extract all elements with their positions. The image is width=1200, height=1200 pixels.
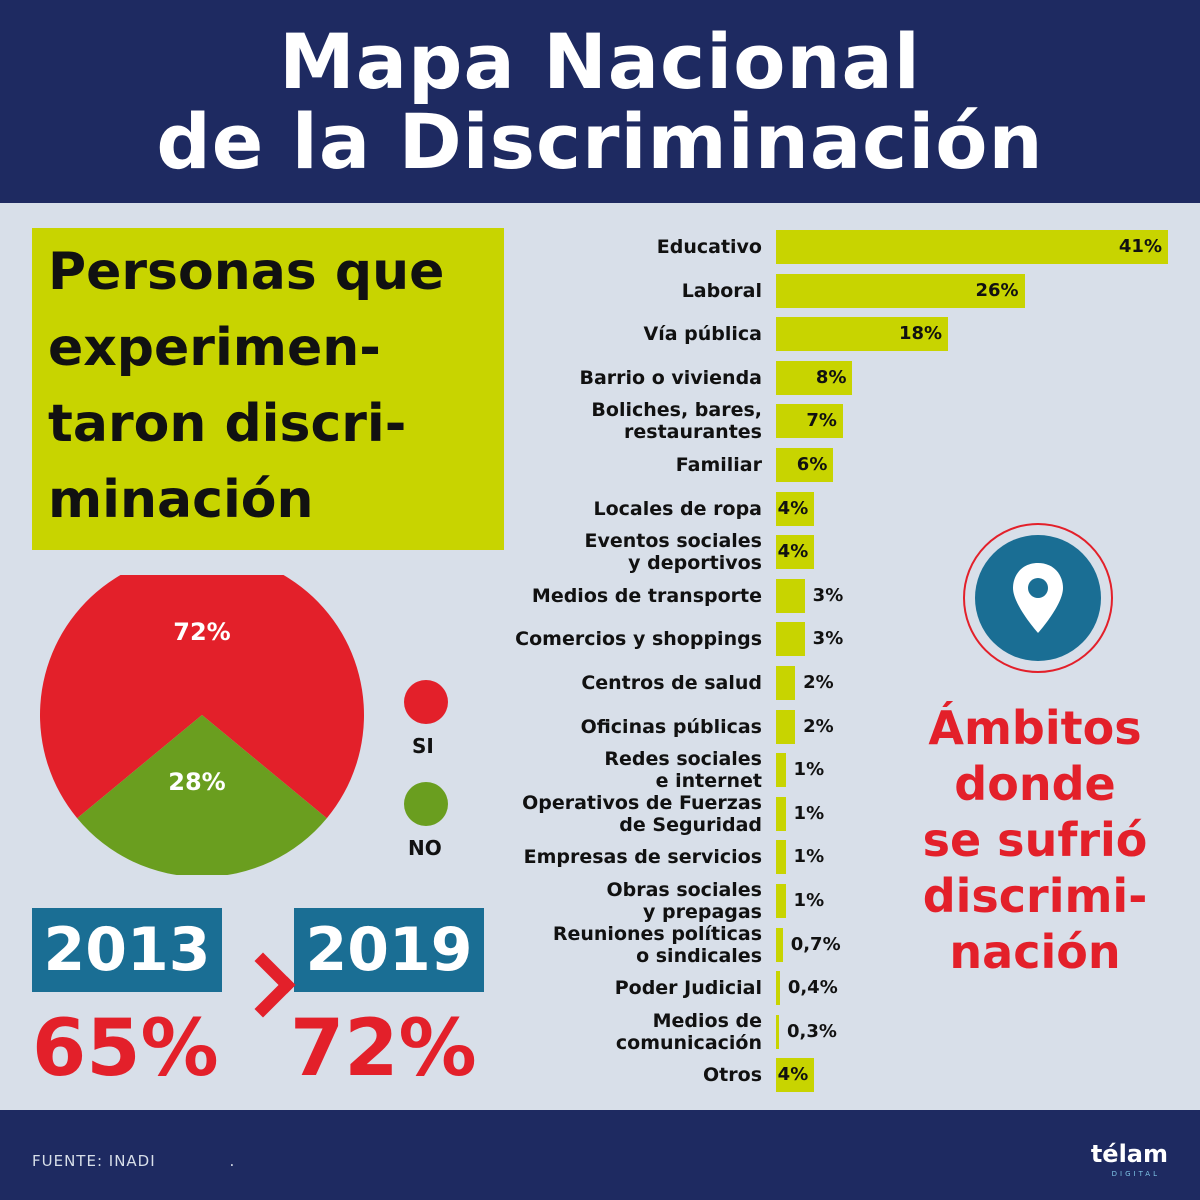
bar-category-label: Centros de salud [581,672,762,694]
bar [776,753,786,788]
pie-slice-si [40,575,364,819]
bar-category-label: Oficinas públicas [580,715,762,738]
bar-value-label: 6% [796,454,828,475]
pie-chart: 72% 28% [40,575,364,875]
subtitle-line: Personas que [48,242,445,302]
bar [776,971,780,1006]
ambitos-title-line: se sufrió [922,813,1148,867]
bar-category-label: Reuniones políticas o sindicales [552,922,762,967]
value-2019: 72% [290,1004,477,1094]
ambitos-title-line: donde [954,757,1116,811]
header: Mapa Nacional de la Discriminación [0,0,1200,203]
subtitle-line: minación [48,470,314,530]
bar-category-label: Eventos sociales y deportivos [584,530,762,575]
bar [776,1014,779,1049]
bar [776,666,796,700]
bar-value-label: 0,4% [787,977,838,999]
bar-category-label: Otros [703,1064,762,1087]
bar-category-label: Boliches, bares, restaurantes [591,399,762,444]
bar [776,622,805,657]
source-dot: . [229,1152,236,1170]
subtitle-line: taron discri- [48,394,407,454]
bar-category-label: Laboral [681,279,762,302]
pie-slice-no [77,715,327,875]
bar-value-label: 0,3% [787,1020,837,1042]
bar-value-label: 26% [975,279,1019,301]
bar [776,535,815,570]
bar [776,884,786,918]
bar [776,927,783,962]
bar-value-label: 3% [812,628,844,650]
bar-value-label: 2% [803,715,834,737]
bar-value-label: 1% [793,846,825,868]
legend-yes-dot [404,680,448,724]
bar-value-label: 4% [777,1064,809,1086]
location-pin-icon [1013,563,1063,633]
bar-category-label: Medios de transporte [531,584,762,607]
bar-value-label: 3% [812,584,844,606]
bar [776,448,834,482]
bar [776,404,843,439]
bar [776,840,786,875]
bar-category-label: Obras sociales y prepagas [606,879,762,923]
pie-label-si: 72% [173,618,230,646]
bar [776,578,805,613]
bar [776,796,786,831]
bar-category-label: Operativos de Fuerzas de Seguridad [522,791,762,836]
bar-category-label: Barrio o vivienda [579,366,762,389]
bar [776,1058,815,1093]
value-2013: 65% [32,1004,219,1094]
bar-value-label: 1% [793,759,825,781]
bar-category-label: Comercios y shoppings [515,628,762,651]
source-label: FUENTE: INADI [32,1152,156,1170]
bar-category-label: Vía pública [643,323,763,346]
bar-value-label: 4% [777,541,809,563]
bar [776,230,1168,264]
source-text: FUENTE: INADI . [32,1152,235,1170]
bar-category-label: Redes sociales e internet [604,748,762,793]
bar-value-label: 7% [806,410,837,432]
ambitos-title-line: nación [949,925,1121,979]
bar [776,273,1025,308]
subtitle-line: experimen- [48,318,381,378]
telam-logo: télam [1090,1140,1168,1168]
year-2019-box: 2019 [294,908,484,992]
ambitos-title-line: discrimi- [922,869,1148,923]
bar-value-label: 18% [899,323,943,345]
page-title-line-2: de la Discriminación [156,97,1044,186]
year-2013-box: 2013 [32,908,222,992]
bar-category-label: Locales de ropa [593,497,762,520]
bar-value-label: 1% [793,802,825,824]
ambitos-title: Ámbitos donde se sufrió discrimi- nación [880,700,1190,980]
bar-category-label: Poder Judicial [614,977,762,1000]
legend-no-dot [404,782,448,826]
bar-value-label: 41% [1118,236,1162,257]
bar-category-label: Medios de comunicación [615,1009,762,1054]
bar [776,360,853,395]
ambitos-title-line: Ámbitos [928,701,1142,755]
bar-category-label: Educativo [656,236,762,258]
bar-value-label: 8% [815,366,847,388]
bar-value-label: 2% [803,672,834,693]
bar-category-label: Empresas de servicios [523,846,762,869]
bar-value-label: 1% [793,890,825,911]
bar-value-label: 0,7% [790,933,841,955]
bar [776,491,815,526]
greater-than-icon [230,952,296,1018]
page-title-line-1: Mapa Nacional [279,17,921,106]
legend-no-label: NO [408,836,442,860]
subtitle-box: Personas que experimen- taron discri- mi… [32,228,504,550]
bar-value-label: 4% [777,497,809,519]
bar [776,709,796,744]
location-pin-badge [963,523,1113,673]
footer: FUENTE: INADI . télam DIGITAL [0,1110,1200,1200]
legend-yes-label: SI [412,734,434,758]
pie-label-no: 28% [168,768,225,796]
bar-category-label: Familiar [675,454,762,476]
bar [776,317,949,352]
telam-logo-sub: DIGITAL [1111,1170,1160,1178]
